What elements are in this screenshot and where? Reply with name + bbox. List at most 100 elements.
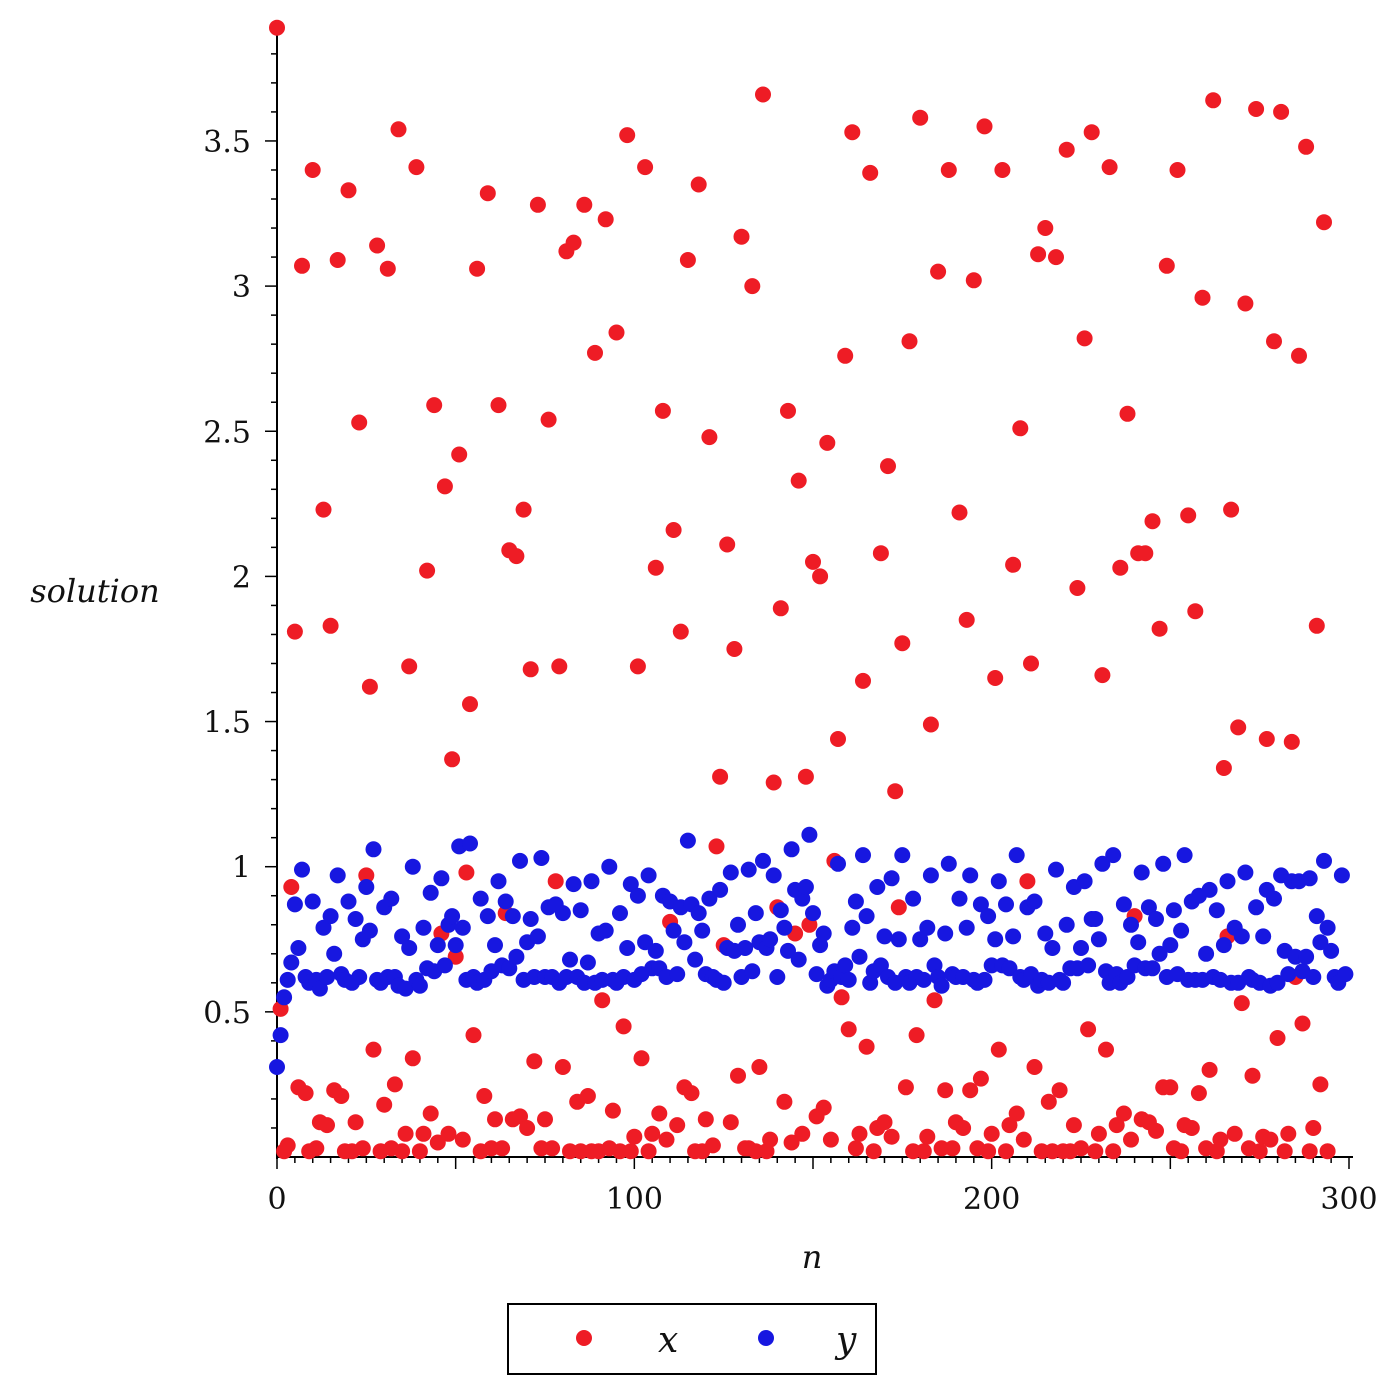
data-point-y	[1008, 847, 1025, 864]
data-point-x	[522, 661, 539, 678]
data-point-y	[933, 977, 950, 994]
data-point-y	[808, 966, 825, 983]
data-point-y	[508, 948, 525, 965]
data-point-x	[369, 237, 386, 254]
data-point-y	[1219, 873, 1236, 890]
data-point-x	[1308, 617, 1325, 634]
data-point-x	[955, 1120, 972, 1136]
data-point-x	[894, 635, 911, 652]
y-tick-label: 1	[232, 851, 251, 886]
data-point-x	[551, 658, 568, 675]
data-point-y	[1090, 931, 1107, 948]
data-point-y	[637, 934, 654, 951]
data-point-x	[436, 478, 453, 495]
data-point-y	[737, 940, 754, 956]
data-point-y	[883, 870, 900, 887]
data-point-y	[479, 908, 496, 925]
data-point-y	[619, 940, 636, 956]
data-point-x	[308, 1140, 325, 1157]
data-point-x	[512, 1108, 528, 1125]
data-point-x	[901, 333, 918, 350]
data-point-x	[1087, 1143, 1104, 1160]
data-point-x	[297, 1085, 314, 1102]
data-point-y	[1105, 847, 1122, 864]
data-point-x	[1273, 103, 1290, 120]
data-point-y	[1248, 899, 1265, 916]
data-point-x	[876, 1114, 893, 1131]
data-point-x	[783, 1134, 800, 1151]
data-point-x	[755, 86, 771, 103]
data-point-x	[544, 1140, 561, 1157]
data-point-y	[894, 847, 911, 864]
data-point-y	[1337, 966, 1354, 983]
data-point-x	[847, 1140, 864, 1157]
data-point-x	[626, 1128, 643, 1145]
data-point-x	[286, 623, 303, 640]
data-point-y	[1301, 870, 1318, 887]
data-point-x	[951, 504, 968, 521]
data-point-x	[619, 127, 636, 144]
data-point-x	[690, 176, 707, 193]
data-point-x	[1137, 545, 1154, 562]
data-point-x	[537, 1111, 553, 1128]
data-point-y	[433, 870, 450, 887]
data-point-x	[840, 1021, 857, 1038]
data-point-x	[329, 252, 346, 268]
data-point-x	[858, 1038, 875, 1055]
data-point-y	[876, 928, 893, 945]
data-point-x	[1094, 667, 1111, 684]
data-point-x	[897, 1079, 914, 1096]
data-point-x	[340, 182, 357, 199]
data-point-y	[640, 867, 657, 884]
data-point-x	[322, 617, 339, 634]
data-point-x	[669, 1117, 686, 1134]
data-point-x	[1001, 1117, 1018, 1134]
data-point-x	[415, 1125, 432, 1142]
data-point-y	[765, 867, 782, 884]
data-point-x	[1105, 1143, 1122, 1160]
data-point-x	[751, 1059, 768, 1075]
data-point-y	[411, 977, 428, 994]
data-point-x	[1169, 162, 1186, 178]
data-point-x	[922, 716, 939, 733]
data-point-y	[1130, 934, 1147, 951]
data-point-y	[1001, 960, 1018, 977]
data-point-y	[522, 911, 539, 927]
data-point-y	[851, 948, 868, 965]
data-point-x	[1083, 124, 1100, 141]
data-point-x	[1230, 719, 1247, 736]
data-point-y	[1237, 864, 1254, 881]
data-point-x	[1276, 1143, 1293, 1160]
data-point-y	[601, 858, 618, 875]
data-point-y	[1176, 847, 1193, 864]
data-point-y	[436, 957, 453, 974]
data-point-x	[887, 783, 904, 800]
data-point-y	[712, 881, 729, 898]
data-point-x	[1098, 1041, 1114, 1058]
data-point-x	[1173, 1143, 1190, 1160]
data-point-y	[1055, 974, 1072, 991]
data-point-x	[972, 1070, 989, 1087]
legend-label-y: y	[834, 1320, 857, 1361]
data-point-y	[998, 896, 1014, 913]
data-point-y	[612, 905, 628, 922]
data-point-x	[1080, 1021, 1097, 1038]
data-point-y	[1333, 867, 1350, 884]
data-point-y	[844, 919, 861, 936]
data-point-x	[926, 992, 943, 1009]
data-point-y	[858, 908, 875, 925]
data-point-y	[512, 852, 528, 869]
data-point-x	[604, 1102, 621, 1119]
data-point-y	[1269, 974, 1286, 991]
data-point-y	[990, 873, 1007, 890]
legend: x y	[507, 1303, 877, 1375]
data-point-y	[322, 908, 339, 925]
data-point-y	[1255, 928, 1272, 945]
data-point-y	[504, 908, 521, 925]
data-point-x	[815, 1099, 832, 1116]
data-point-x	[1037, 220, 1054, 236]
data-point-x	[994, 162, 1011, 178]
data-point-y	[1198, 945, 1215, 962]
data-point-x	[465, 1027, 482, 1044]
data-point-x	[1223, 501, 1240, 518]
